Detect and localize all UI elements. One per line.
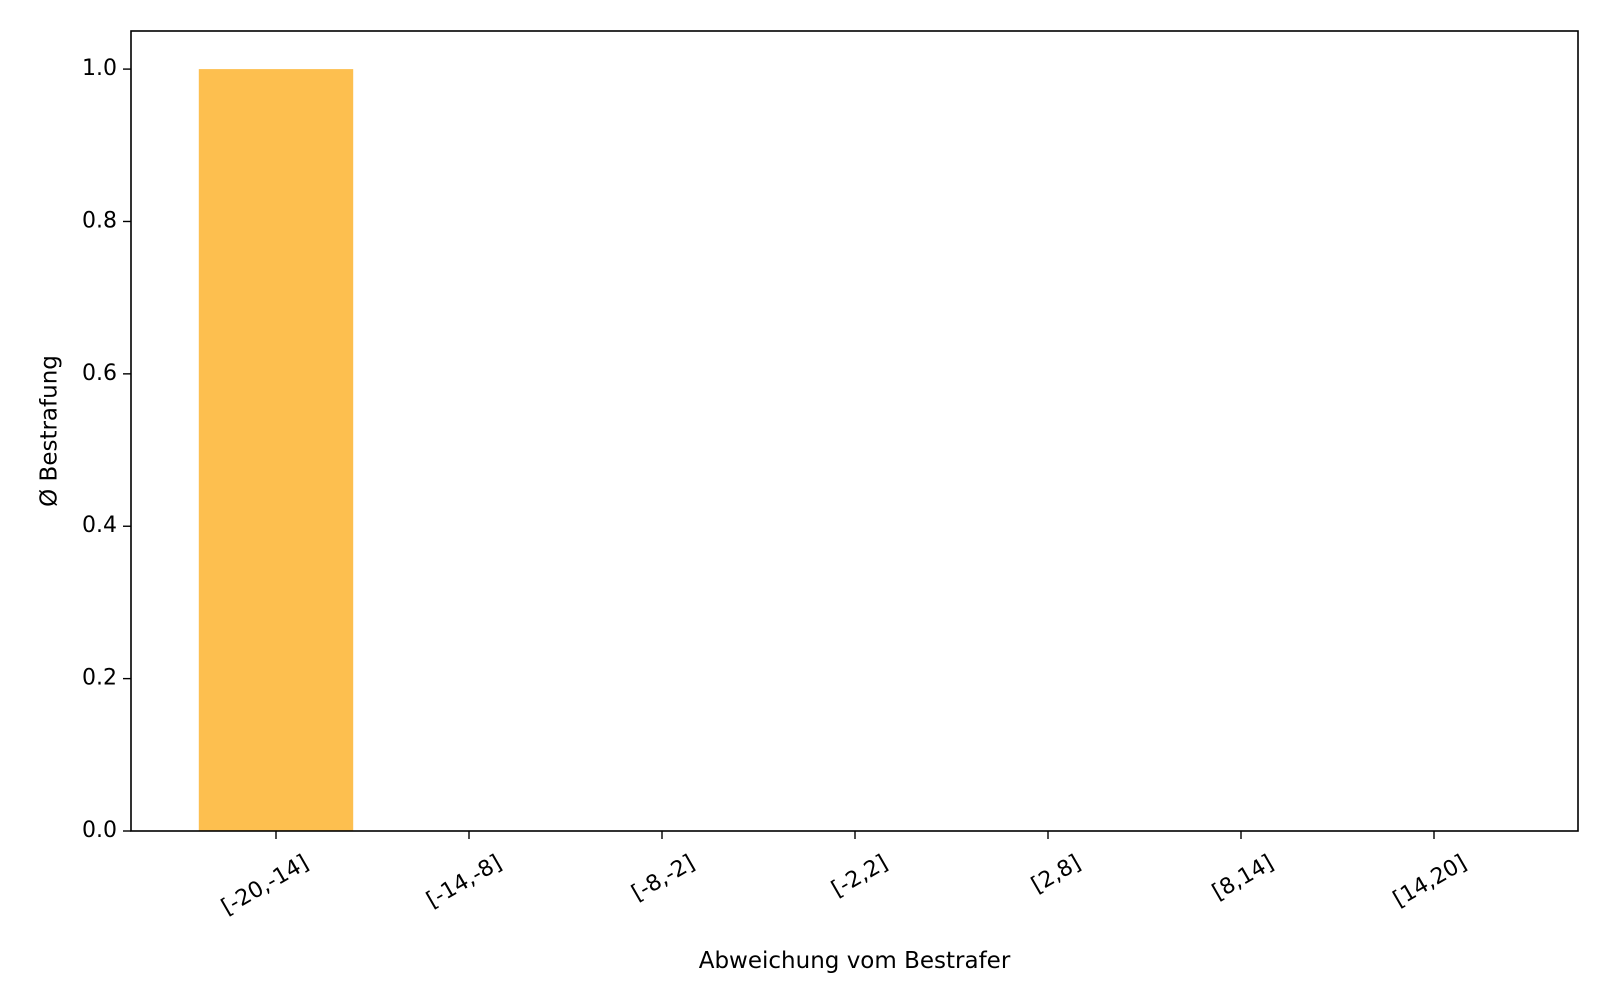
x-tick-label-1: [-14,-8] (422, 851, 506, 914)
y-tick-label-0: 0.0 (82, 818, 117, 843)
y-axis-ticks: 0.0 0.2 0.4 0.6 0.8 1.0 (82, 56, 131, 843)
plot-area-frame (130, 30, 1579, 832)
x-tick-label-5: [8,14] (1208, 851, 1278, 906)
y-tick-label-2: 0.4 (82, 513, 117, 538)
y-tick-label-1: 0.2 (82, 666, 117, 691)
y-axis-label: Ø Bestrafung (37, 355, 63, 507)
x-tick-label-6: [14,20] (1389, 851, 1471, 913)
x-tick-label-4: [2,8] (1027, 851, 1085, 899)
x-axis-ticks: [-20,-14] [-14,-8] [-8,-2] [-2,2] [2,8] [8,14… (217, 831, 1471, 920)
bars-group (198, 69, 354, 832)
x-tick-label-2: [-8,-2] (628, 851, 699, 907)
y-tick-label-4: 0.8 (82, 208, 117, 233)
x-tick-label-0: [-20,-14] (217, 851, 313, 921)
y-tick-label-5: 1.0 (82, 56, 117, 81)
x-axis-label: Abweichung vom Bestrafer (699, 948, 1011, 974)
y-tick-label-3: 0.6 (82, 361, 117, 386)
x-tick-label-3: [-2,2] (827, 851, 892, 903)
bar-0 (198, 69, 354, 832)
